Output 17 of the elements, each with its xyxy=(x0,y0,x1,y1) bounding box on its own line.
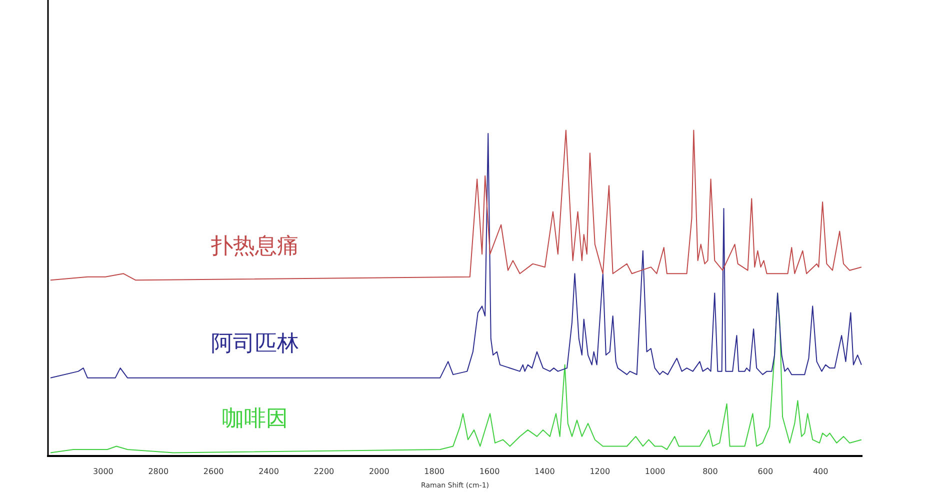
x-tick-label: 400 xyxy=(812,466,828,476)
x-tick-label: 1600 xyxy=(479,466,500,476)
x-tick-label: 1000 xyxy=(644,466,666,476)
series-label: 扑热息痛 xyxy=(210,234,299,259)
x-tick-label: 1200 xyxy=(590,466,610,476)
x-tick-label: 2200 xyxy=(314,466,334,476)
x-tick-label: 1400 xyxy=(534,466,555,476)
x-tick-label: 2000 xyxy=(368,466,390,476)
series-label: 咖啡因 xyxy=(222,406,288,432)
x-tick-label: 600 xyxy=(758,466,774,476)
x-tick-label: 2800 xyxy=(148,466,169,476)
x-tick-label: 1800 xyxy=(424,466,444,476)
x-tick-label: 2400 xyxy=(258,466,279,476)
x-tick-label: 3000 xyxy=(93,466,114,476)
series-label: 阿司匹林 xyxy=(211,332,299,357)
x-tick-label: 800 xyxy=(702,466,718,476)
x-tick-label: 2600 xyxy=(203,466,224,476)
